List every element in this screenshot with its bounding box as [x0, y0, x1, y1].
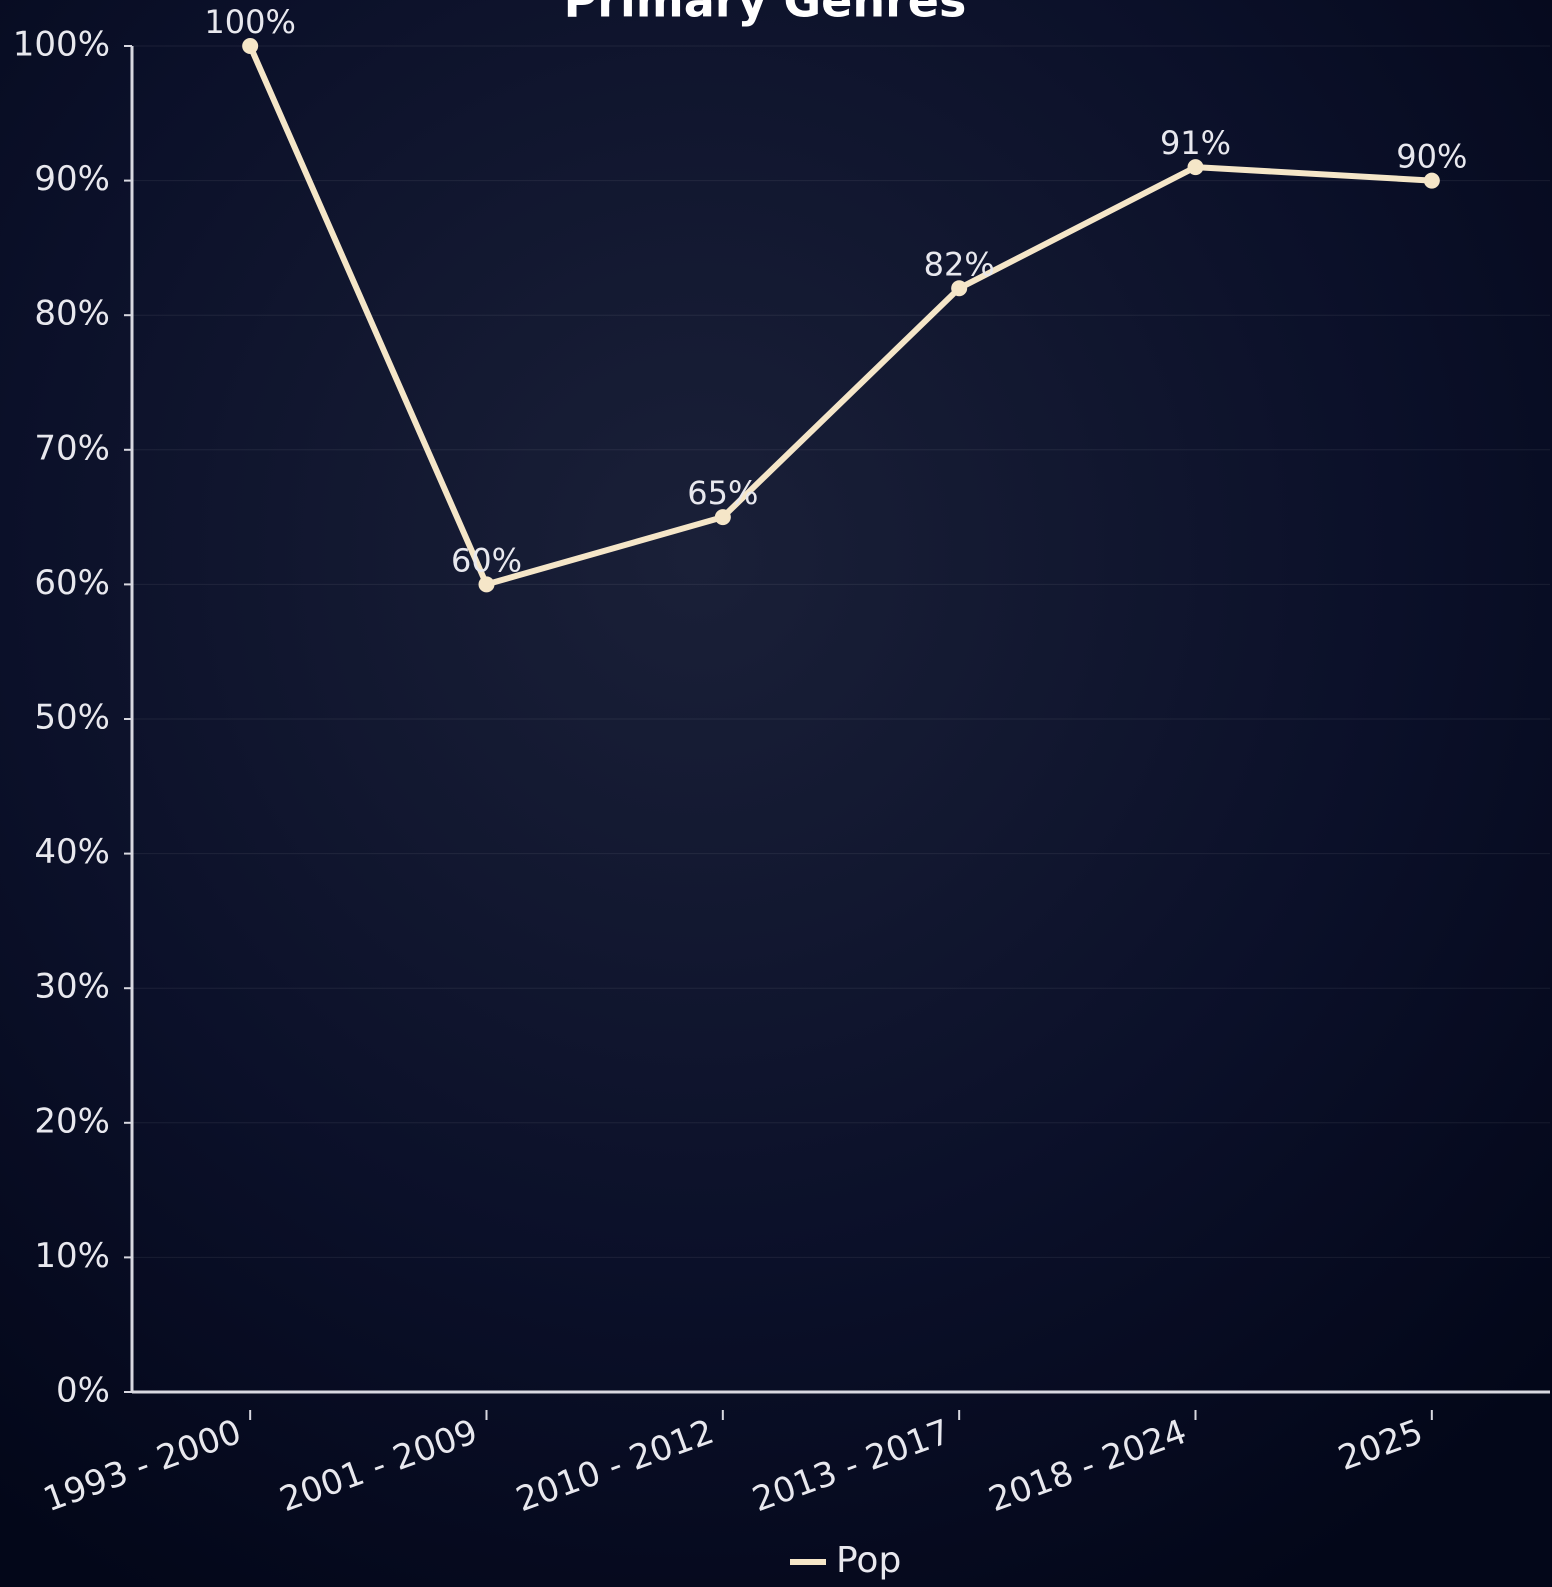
y-tick-label: 90% — [34, 159, 110, 199]
data-label: 60% — [451, 541, 522, 579]
data-label: 91% — [1160, 124, 1231, 162]
y-tick-label: 30% — [34, 967, 110, 1007]
point — [478, 576, 495, 593]
y-tick-label: 20% — [34, 1101, 110, 1141]
legend-label: Pop — [836, 1540, 901, 1581]
y-tick-label: 0% — [56, 1371, 110, 1411]
point — [1423, 172, 1440, 189]
chart-title: Primary Genres — [564, 0, 967, 28]
point — [242, 38, 259, 54]
y-tick-label: 70% — [34, 428, 110, 468]
y-tick-label: 60% — [34, 563, 110, 603]
y-tick-label: 40% — [34, 832, 110, 872]
data-label: 90% — [1396, 138, 1467, 176]
y-tick-label: 10% — [34, 1236, 110, 1276]
y-tick-label: 80% — [34, 294, 110, 334]
line — [247, 44, 1433, 588]
y-tick-label: 50% — [34, 698, 110, 738]
point — [1187, 159, 1204, 176]
point — [951, 280, 968, 297]
data-label: 82% — [924, 245, 995, 283]
y-tick-label: 100% — [13, 25, 110, 65]
data-label: 100% — [204, 3, 295, 41]
data-label: 65% — [687, 474, 758, 512]
point — [714, 509, 731, 526]
